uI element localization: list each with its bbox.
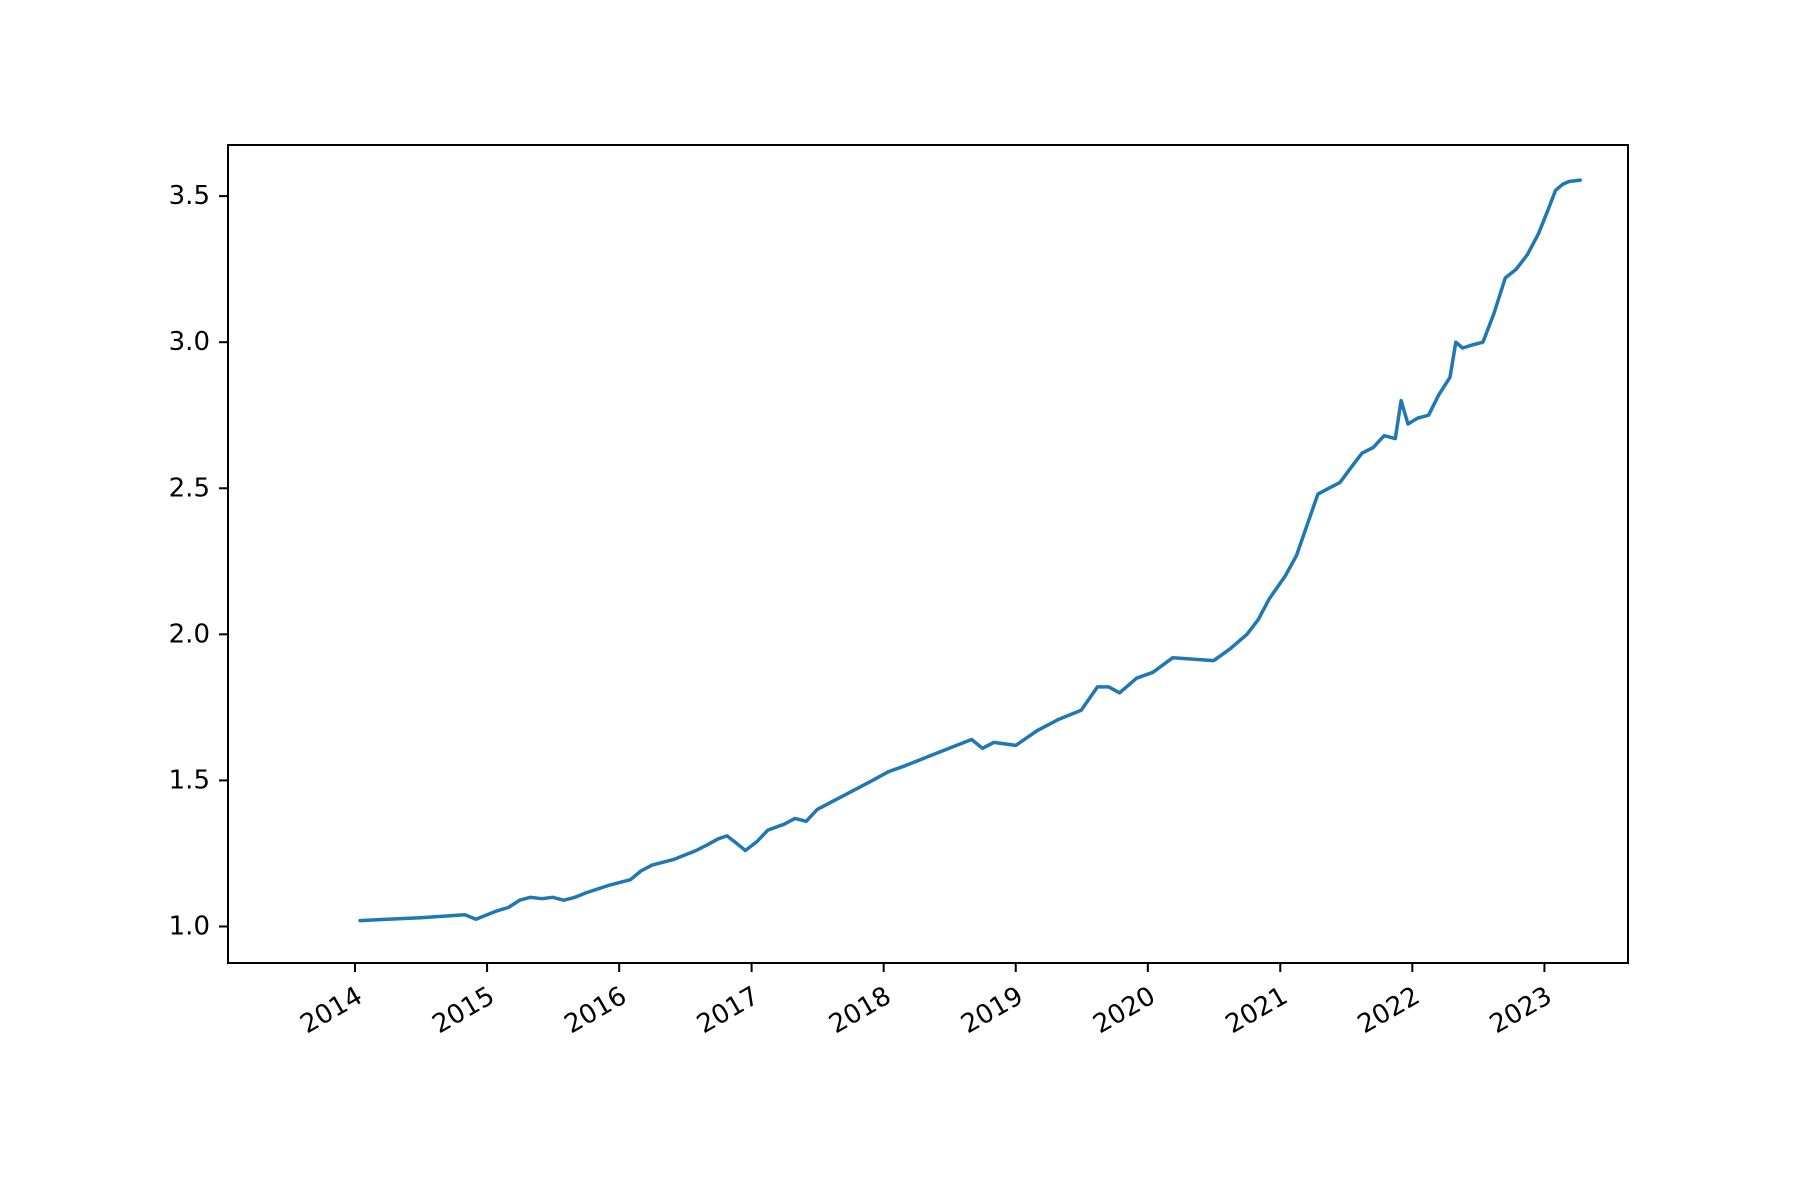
y-tick-label: 2.0 <box>169 619 210 649</box>
y-tick-label: 3.0 <box>169 327 210 357</box>
plot-frame <box>227 144 1629 964</box>
y-tick-label: 2.5 <box>169 473 210 503</box>
y-axis: 1.0 1.5 2.0 2.5 3.0 3.5 <box>169 181 228 941</box>
y-tick-label: 1.0 <box>169 911 210 941</box>
plot-area <box>358 178 1582 923</box>
y-tick-label: 1.5 <box>169 765 210 795</box>
series-line-1 <box>358 178 1582 923</box>
y-tick-label: 3.5 <box>169 181 210 211</box>
